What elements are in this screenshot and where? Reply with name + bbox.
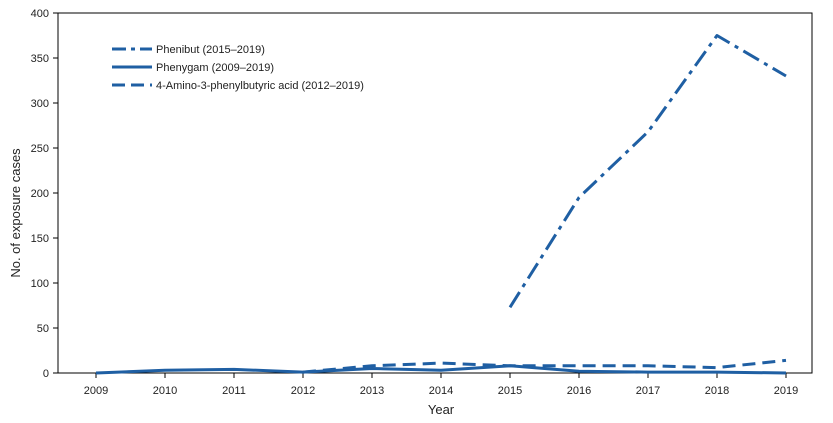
y-tick-label: 300 [31,98,49,110]
x-axis-title: Year [428,402,455,417]
x-tick-label: 2014 [429,385,453,397]
x-tick-label: 2010 [153,385,177,397]
y-tick-label: 150 [31,233,49,245]
y-axis-title: No. of exposure cases [8,148,23,278]
x-tick-label: 2016 [567,385,591,397]
x-tick-label: 2018 [705,385,729,397]
y-tick-label: 200 [31,188,49,200]
x-tick-label: 2015 [498,385,522,397]
series-line-0 [508,34,787,309]
x-tick-label: 2017 [636,385,660,397]
legend: Phenibut (2015–2019) Phenygam (2009–2019)… [112,44,364,92]
legend-label-1: Phenygam (2009–2019) [156,62,274,74]
y-axis-ticks: 0 50 100 150 200 250 300 350 400 [31,8,58,380]
legend-label-2: 4-Amino-3-phenylbutyric acid (2012–2019) [156,80,364,92]
y-tick-label: 0 [43,368,49,380]
y-tick-label: 100 [31,278,49,290]
x-tick-label: 2019 [774,385,798,397]
y-tick-label: 350 [31,53,49,65]
legend-label-0: Phenibut (2015–2019) [156,44,265,56]
x-tick-label: 2013 [360,385,384,397]
y-tick-label: 50 [37,323,49,335]
x-tick-label: 2011 [222,385,246,397]
x-tick-label: 2009 [84,385,108,397]
x-axis-ticks: 2009 2010 2011 2012 2013 2014 2015 2016 2017 2018… [84,373,798,397]
series-line-1 [95,364,787,375]
series-layer [95,34,787,375]
series-line-2 [302,358,787,374]
y-tick-label: 400 [31,8,49,20]
x-tick-label: 2012 [291,385,315,397]
y-tick-label: 250 [31,143,49,155]
